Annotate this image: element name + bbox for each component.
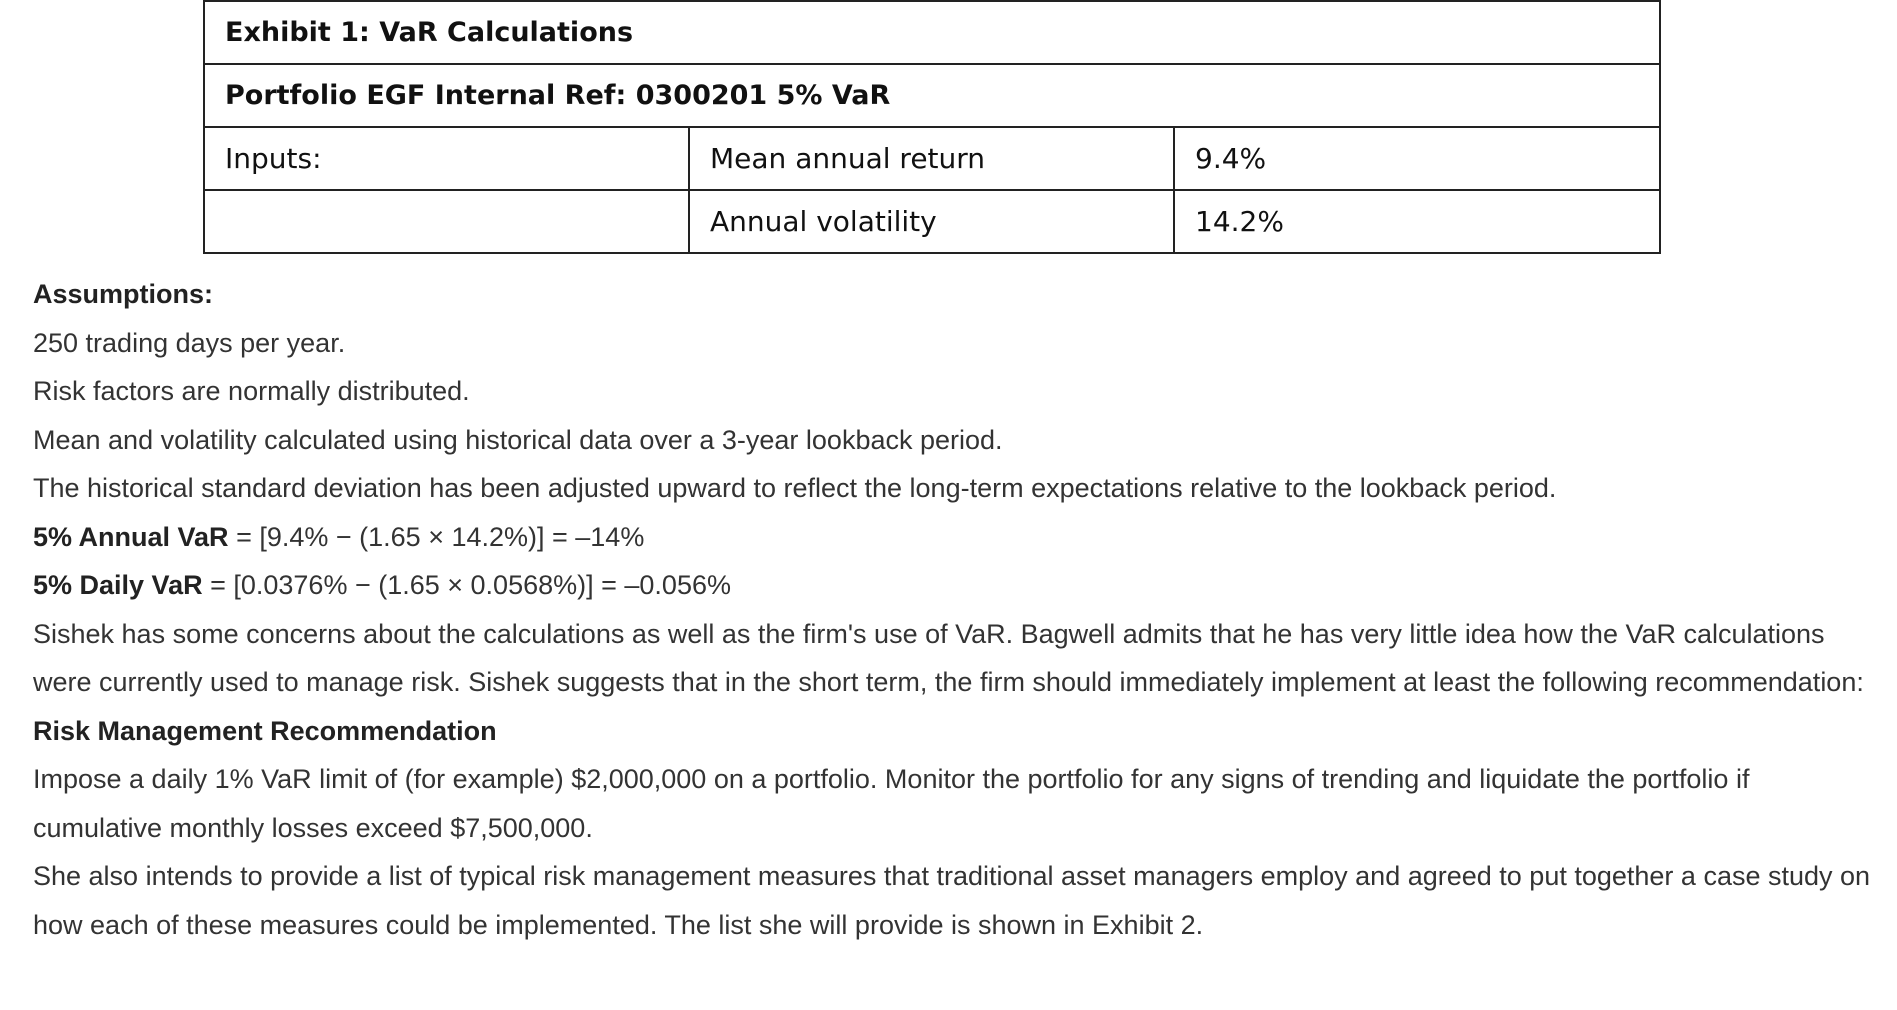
paragraph: She also intends to provide a list of ty… [33, 852, 1883, 949]
bold-text: Risk Management Recommendation [33, 715, 497, 746]
inputs-label: Inputs: [203, 126, 690, 191]
paragraph: Risk Management Recommendation [33, 707, 1883, 756]
table-row: Portfolio EGF Internal Ref: 0300201 5% V… [203, 63, 1661, 128]
body-text: Assumptions: 250 trading days per year. Ri… [33, 270, 1883, 965]
table-subtitle: Portfolio EGF Internal Ref: 0300201 5% V… [203, 63, 1661, 128]
text: Risk factors are normally distributed. [33, 376, 470, 406]
table-row: Annual volatility 14.2% [203, 189, 1661, 254]
paragraph: Mean and volatility calculated using his… [33, 416, 1883, 465]
table-row: Inputs: Mean annual return 9.4% [203, 126, 1661, 191]
table-row: Exhibit 1: VaR Calculations [203, 0, 1661, 65]
bold-text: 5% Annual VaR [33, 521, 229, 552]
text: The historical standard deviation has be… [33, 473, 1557, 503]
paragraph: 5% Annual VaR = [9.4% − (1.65 × 14.2%)] … [33, 513, 1883, 562]
paragraph: 250 trading days per year. [33, 319, 1883, 368]
paragraph: Impose a daily 1% VaR limit of (for exam… [33, 755, 1883, 852]
paragraph: Risk factors are normally distributed. [33, 367, 1883, 416]
text: 250 trading days per year. [33, 327, 346, 358]
paragraph: Sishek has some concerns about the calcu… [33, 610, 1883, 707]
input-name: Annual volatility [688, 189, 1175, 254]
text: Mean and volatility calculated using his… [33, 424, 1003, 455]
paragraph: Assumptions: [33, 270, 1883, 319]
input-name: Mean annual return [688, 126, 1175, 191]
bold-text: Assumptions: [33, 279, 214, 309]
var-table: Exhibit 1: VaR Calculations Portfolio EG… [203, 0, 1661, 254]
text: Sishek has some concerns about the calcu… [33, 618, 1864, 698]
paragraph: The historical standard deviation has be… [33, 464, 1883, 513]
input-value: 14.2% [1173, 189, 1661, 254]
text: Impose a daily 1% VaR limit of (for exam… [33, 764, 1750, 843]
text: = [9.4% − (1.65 × 14.2%)] = –14% [228, 521, 645, 552]
bold-text: 5% Daily VaR [33, 570, 203, 600]
paragraph: 5% Daily VaR = [0.0376% − (1.65 × 0.0568… [33, 561, 1883, 610]
text: She also intends to provide a list of ty… [33, 861, 1871, 940]
table-title: Exhibit 1: VaR Calculations [203, 0, 1661, 65]
text: = [0.0376% − (1.65 × 0.0568%)] = –0.056% [202, 570, 731, 600]
input-value: 9.4% [1173, 126, 1661, 191]
empty-cell [203, 189, 690, 254]
